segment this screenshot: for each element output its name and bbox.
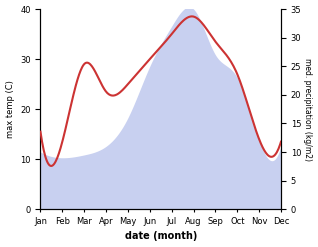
Y-axis label: med. precipitation (kg/m2): med. precipitation (kg/m2) xyxy=(303,58,313,161)
X-axis label: date (month): date (month) xyxy=(125,231,197,242)
Y-axis label: max temp (C): max temp (C) xyxy=(5,80,15,138)
